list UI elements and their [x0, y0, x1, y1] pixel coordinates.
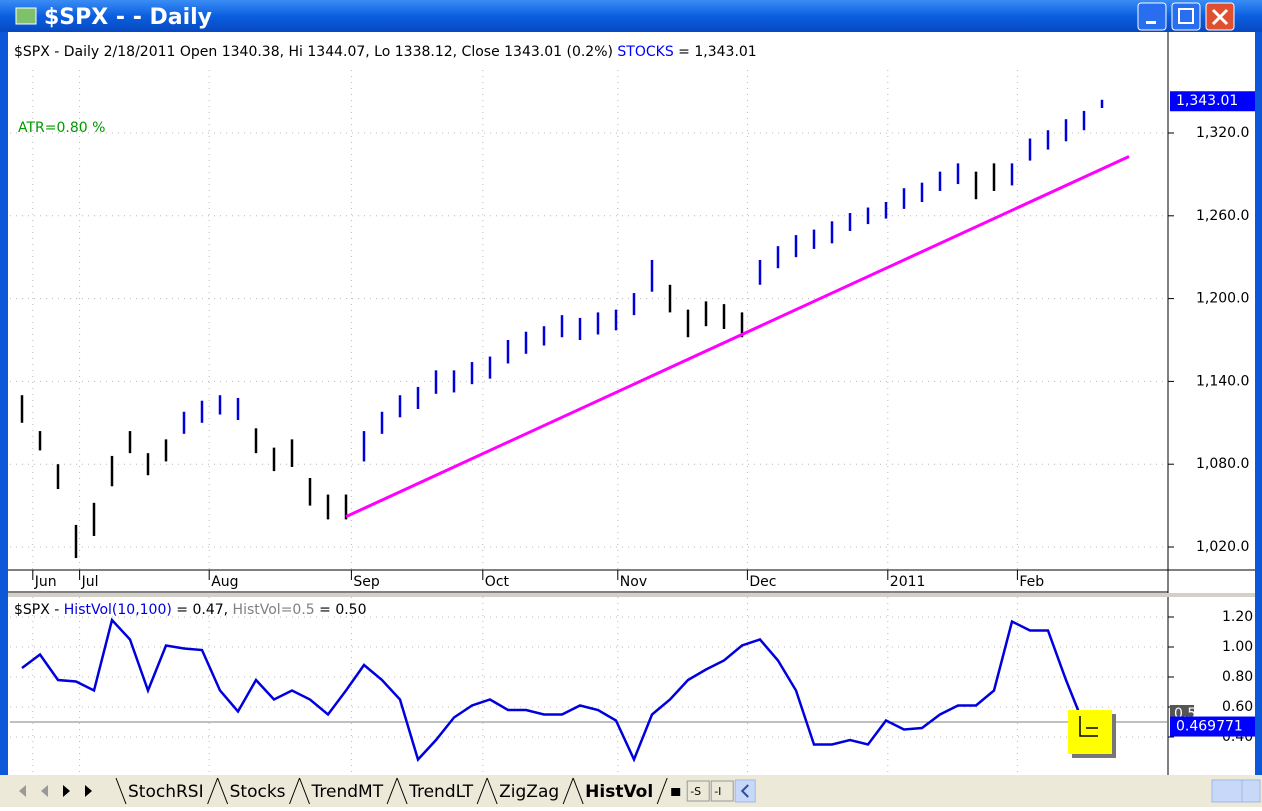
maximize-icon [1178, 8, 1194, 24]
tab-edge [396, 777, 488, 805]
sheet-tab[interactable]: StochRSI [128, 782, 204, 802]
layer-button-label[interactable]: -I [714, 785, 721, 798]
layer-button[interactable] [686, 780, 710, 802]
y-tick-label: 1,320.0 [1196, 125, 1249, 141]
histvol-line [21, 617, 1103, 763]
close-icon [1211, 8, 1229, 26]
header-part: = 0.50 [315, 602, 367, 618]
app-icon [15, 7, 37, 25]
last-value-box [1170, 716, 1255, 737]
y-tick-label: 1,020.0 [1196, 539, 1249, 555]
x-tick-label: Sep [353, 574, 380, 590]
y-tick-label: 1,260.0 [1196, 208, 1249, 224]
header-part: HistVol(10,100) [64, 602, 172, 618]
y-tick-label: 1,140.0 [1196, 373, 1249, 389]
x-tick-label: Jun [34, 574, 57, 590]
minimize-icon [1146, 21, 1156, 24]
scroll-left-arrow [740, 784, 749, 798]
x-tick-label: 2011 [890, 574, 926, 590]
scroll-right[interactable] [1241, 779, 1261, 803]
sheet-tab[interactable]: HistVol [585, 782, 653, 802]
atr-annotation: ATR=0.80 % [18, 120, 105, 136]
tab-nav-button[interactable] [63, 785, 70, 797]
x-tick-label: Oct [485, 574, 510, 590]
tab-edge [217, 777, 300, 805]
trend-line [345, 155, 1130, 519]
tab-edge [299, 777, 398, 805]
sheet-tab[interactable]: Stocks [230, 782, 286, 802]
last-price-box [1170, 91, 1255, 112]
tab-nav-button[interactable] [85, 785, 92, 797]
scroll-thumb[interactable] [1211, 779, 1243, 803]
y-tick-label: 0.80 [1222, 669, 1253, 685]
x-tick-label: Dec [749, 574, 776, 590]
histvol-pane [10, 616, 1168, 763]
window-title: $SPX - - Daily [44, 5, 212, 30]
maximize-button[interactable] [1171, 2, 1201, 31]
title-bar [0, 0, 1262, 32]
last-value-label: 0.469771 [1176, 719, 1243, 735]
layer-button[interactable] [710, 780, 734, 802]
tab-edge [572, 777, 668, 805]
histvol-header: $SPX - HistVol(10,100) = 0.47, HistVol=0… [14, 602, 367, 618]
pane-splitter [8, 593, 1255, 597]
header-part: = 0.47, [172, 602, 233, 618]
cursor-tooltip [1068, 710, 1112, 754]
y-tick-label: 1.00 [1222, 639, 1253, 655]
last-price-label: 1,343.01 [1176, 93, 1238, 109]
tab-edge [486, 777, 574, 805]
header-part: = 1,343.01 [674, 44, 757, 60]
price-header: $SPX - Daily 2/18/2011 Open 1340.38, Hi … [14, 44, 757, 60]
plots: 1,020.0 1,080.0 1,140.0 1,200.0 1,260.0 1,320… [10, 44, 1255, 775]
price-pane [10, 70, 1168, 570]
x-tick-label: Aug [211, 574, 238, 590]
x-tick-label: Nov [620, 574, 647, 590]
scroll-left[interactable] [734, 779, 756, 803]
sheet-tab[interactable]: TrendMT [311, 782, 384, 802]
tab-edge [115, 777, 219, 805]
y-tick-label: 1,080.0 [1196, 456, 1249, 472]
x-tick-label: Jul [81, 574, 99, 590]
layer-button-label[interactable]: -S [690, 785, 701, 798]
x-tick-label: Feb [1019, 574, 1044, 590]
tab-nav-button[interactable] [19, 785, 26, 797]
header-part: $SPX - [14, 602, 64, 618]
y-tick-label: 1,200.0 [1196, 291, 1249, 307]
tab-nav-button[interactable] [41, 785, 48, 797]
y-tick-label: 1.20 [1222, 609, 1253, 625]
lock-icon [671, 788, 681, 796]
header-part: $SPX - Daily 2/18/2011 Open 1340.38, Hi … [14, 44, 617, 60]
header-part: HistVol=0.5 [233, 602, 315, 618]
sheet-tab[interactable]: TrendLT [408, 782, 474, 802]
y-tick-label: 0.60 [1222, 699, 1253, 715]
window-buttons[interactable] [1137, 2, 1235, 31]
minimize-button[interactable] [1137, 2, 1167, 31]
cursor-icon [1079, 716, 1098, 737]
tab-strip: StochRSI Stocks TrendMT TrendLT ZigZag HistVo… [19, 777, 756, 805]
tab-bar [0, 775, 1262, 807]
chart-area [8, 32, 1255, 775]
sheet-tab[interactable]: ZigZag [499, 782, 559, 802]
header-part: STOCKS [617, 44, 673, 60]
